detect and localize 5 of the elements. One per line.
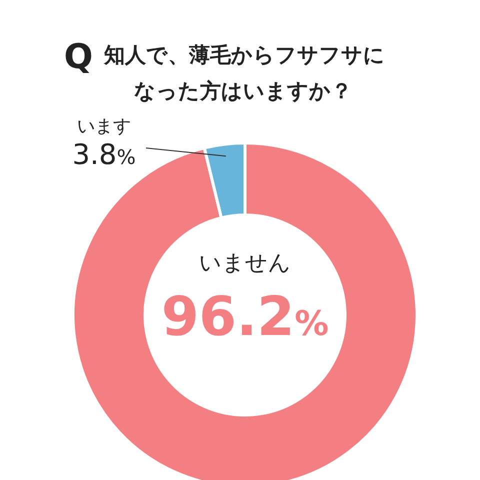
chart-title: Q 知人で、薄毛からフサフサになった方はいますか？ (64, 37, 385, 103)
slice-label: います (77, 116, 131, 137)
data-label: 96.2% (161, 285, 329, 348)
data-label: 3.8% (72, 138, 136, 171)
slice-label: いません (199, 251, 291, 276)
